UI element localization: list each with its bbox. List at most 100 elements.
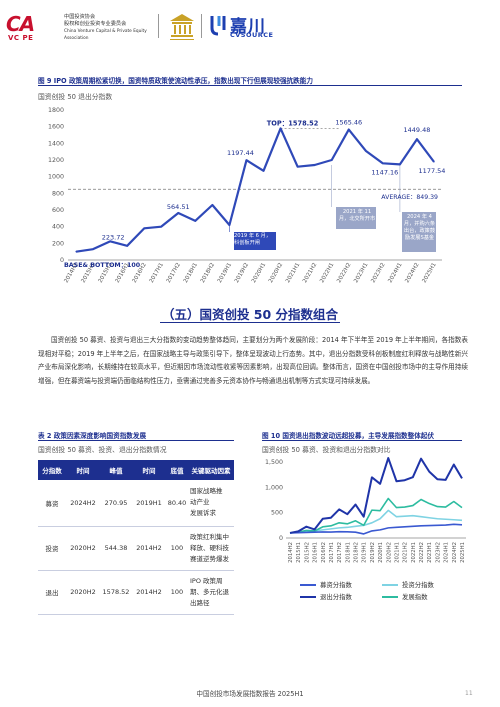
- y-tick-label: 0: [60, 257, 64, 264]
- table-cell: 544.38: [100, 526, 132, 571]
- callout-box-ma: [402, 212, 436, 252]
- data-point: [382, 162, 384, 164]
- driver-line: 期、多元化退: [190, 587, 229, 596]
- y-tick-label: 1800: [48, 107, 64, 114]
- table-header-cell: 时间: [66, 460, 100, 480]
- x-tick-label: 2014H2: [288, 542, 294, 563]
- table-cell: 投资: [38, 526, 66, 571]
- legend-invest: 投资分指数: [382, 580, 434, 589]
- data-point: [416, 138, 418, 140]
- table-header-cell: 峰值: [100, 460, 132, 480]
- driver-line: 动产业: [190, 498, 210, 507]
- legend-swatch: [382, 596, 398, 598]
- cvca-logo-sub: VC PE: [8, 34, 34, 42]
- callout-ma-text: 2024 年 4 月，并购六条出台，政策鼓励发展S基金: [403, 214, 436, 241]
- legend-swatch: [300, 596, 316, 598]
- section-paragraph: 国资创投 50 募资、投资与退出三大分指数的变动趋势整体趋同，主要划分为两个发展…: [38, 336, 468, 386]
- y-tick-label: 1000: [48, 174, 64, 181]
- table-header-cell: 时间: [132, 460, 166, 480]
- x-tick-label: 2024H2: [452, 542, 458, 563]
- table-cell: 2020H2: [66, 526, 100, 571]
- data-point: [211, 204, 213, 206]
- x-tick-label: 2019H2: [234, 262, 250, 284]
- building-emblem-icon: [170, 14, 194, 40]
- data-point: [75, 251, 77, 253]
- page-header: CA VC PE 中国投资协会 股权和创业投资专业委员会 China Ventu…: [0, 0, 500, 48]
- figure9-title: 图 9 IPO 政策周期松紧切换，国资特质政策使流动性承压，指数出现下行但展现较…: [38, 77, 313, 85]
- legend-swatch: [382, 584, 398, 586]
- data-point: [143, 227, 145, 229]
- data-point: [331, 159, 333, 161]
- data-point: [109, 240, 111, 242]
- x-tick-label: 2021H2: [302, 262, 318, 284]
- table-row: 募资 2024H2 270.95 2019H1 80.40 国家战略推 动产业 …: [38, 480, 234, 527]
- y-tick-label: 1,500: [265, 459, 283, 466]
- table-cell: 退出: [38, 570, 66, 615]
- org-name-line: 股权和创业投资专业委员会: [64, 21, 127, 27]
- table-cell-driver: 国家战略推 动产业 发展诉求: [188, 480, 234, 527]
- legend-swatch: [300, 584, 316, 586]
- value-label: 1177.54: [419, 167, 446, 175]
- legend-label: 投资分指数: [402, 581, 434, 589]
- data-point: [92, 248, 94, 250]
- value-label: 1449.48: [404, 126, 431, 134]
- cvsource-name: 嘉川: [230, 17, 266, 37]
- data-point: [348, 128, 350, 131]
- data-point: [177, 212, 179, 214]
- data-point: [279, 127, 282, 130]
- x-tick-label: 2025H1: [460, 542, 466, 563]
- table2: 分指数 时间 峰值 时间 底值 关键驱动因素 募资 2024H2 270.95 …: [38, 460, 234, 615]
- average-label: AVERAGE：849.39: [381, 194, 438, 201]
- y-tick-label: 800: [52, 190, 64, 197]
- header-divider: [201, 14, 202, 38]
- figure9-rule: [38, 85, 462, 86]
- table-cell: 80.40: [166, 480, 188, 527]
- x-tick-label: 2021H2: [403, 542, 409, 563]
- legend-label: 退出分指数: [320, 593, 352, 601]
- x-tick-label: 2019H2: [370, 542, 376, 563]
- legend-label: 募资分指数: [320, 581, 352, 589]
- x-tick-label: 2025H1: [422, 262, 438, 284]
- callout-box-kcb: [234, 232, 276, 250]
- driver-line: 出路径: [190, 598, 210, 607]
- value-label: 1197.44: [227, 149, 254, 157]
- y-tick-label: 400: [52, 224, 64, 231]
- x-tick-label: 2017H2: [337, 542, 343, 563]
- x-tick-label: 2023H1: [427, 542, 433, 563]
- x-tick-label: 2017H1: [149, 262, 165, 284]
- x-tick-label: 2022H1: [319, 262, 335, 284]
- table2-subtitle: 国资创投 50 募资、投资、退出分指数情况: [38, 446, 167, 454]
- table-row: 投资 2020H2 544.38 2014H2 100 政策红利集中 释放、硬科…: [38, 526, 234, 571]
- x-tick-label: 2019H1: [217, 262, 233, 284]
- y-tick-label: 600: [52, 207, 64, 214]
- value-label: 223.72: [102, 233, 125, 241]
- cvsource-mark-icon: [210, 16, 226, 36]
- x-tick-label: 2020H2: [268, 262, 284, 284]
- value-label: 1565.46: [335, 119, 362, 127]
- table-cell: 270.95: [100, 480, 132, 527]
- driver-line: 释放、硬科技: [190, 543, 229, 552]
- callout-box-bse: [336, 207, 376, 229]
- x-tick-label: 2024H2: [404, 262, 420, 284]
- cvca-logo: CA VC PE: [6, 14, 56, 42]
- cvsource-sub: CVSOURCE: [230, 31, 274, 39]
- table-cell: 2024H2: [66, 480, 100, 527]
- data-point: [433, 161, 435, 163]
- data-point: [314, 164, 316, 166]
- table-header-cell: 底值: [166, 460, 188, 480]
- data-point: [297, 166, 299, 168]
- figure9-subtitle: 国资创投 50 退出分指数: [38, 93, 113, 101]
- figure10-subtitle: 国资创投 50 募资、投资和退出分指数对比: [262, 446, 391, 454]
- table-header-cell: 分指数: [38, 460, 66, 480]
- driver-line: 发展诉求: [190, 509, 216, 518]
- data-point: [160, 226, 162, 228]
- org-name-line: 中国投资协会: [64, 14, 96, 20]
- figure10-title: 图 10 国资退出指数波动远超投募，主导发展指数整体起伏: [262, 432, 435, 440]
- table-header-cell: 关键驱动因素: [188, 460, 234, 480]
- x-tick-label: 2019H1: [362, 542, 368, 563]
- data-point: [365, 150, 367, 152]
- x-tick-label: 2017H1: [329, 542, 335, 563]
- table-cell-driver: IPO 政策周 期、多元化退 出路径: [188, 570, 234, 615]
- series-line-2: [289, 457, 463, 534]
